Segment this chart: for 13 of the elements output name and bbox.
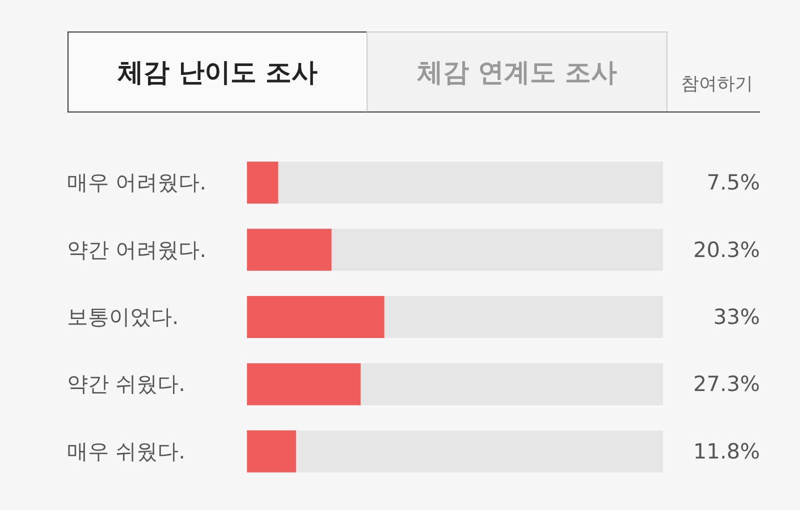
data-label: 20.3%: [693, 238, 760, 262]
data-label: 7.5%: [706, 170, 760, 195]
y-tick-label: 매우 쉬웠다.: [67, 439, 186, 464]
data-label: 33%: [713, 305, 760, 329]
text: 체감 연계도 조사: [416, 58, 618, 88]
data-label: 27.3%: [693, 372, 760, 396]
y-tick-label: 약간 어려웠다.: [67, 238, 206, 262]
data-label: 11.8%: [693, 439, 760, 464]
y-tick-label: 보통이었다.: [67, 305, 179, 329]
y-tick-label: 약간 쉬웠다.: [67, 372, 186, 396]
chart-title: 체감 난이도 조사: [117, 58, 318, 88]
y-tick-label: 매우 어려웠다.: [67, 170, 206, 195]
text: 참여하기: [681, 74, 753, 94]
